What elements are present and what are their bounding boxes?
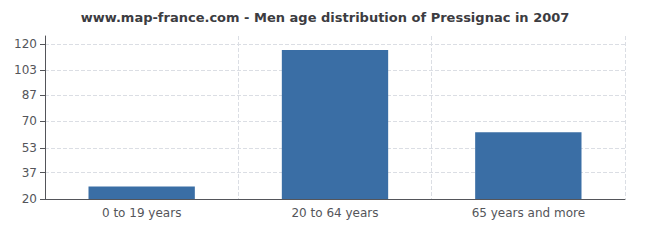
svg-text:20: 20	[22, 192, 37, 206]
svg-text:www.map-france.com - Men age d: www.map-france.com - Men age distributio…	[81, 10, 570, 25]
svg-text:37: 37	[22, 166, 37, 180]
svg-text:103: 103	[14, 63, 37, 77]
svg-text:70: 70	[22, 114, 37, 128]
svg-text:53: 53	[22, 141, 37, 155]
svg-text:120: 120	[14, 37, 37, 51]
svg-text:20 to 64 years: 20 to 64 years	[291, 206, 378, 220]
svg-text:65 years and more: 65 years and more	[472, 206, 585, 220]
svg-text:87: 87	[22, 88, 37, 102]
svg-text:0 to 19 years: 0 to 19 years	[102, 206, 181, 220]
